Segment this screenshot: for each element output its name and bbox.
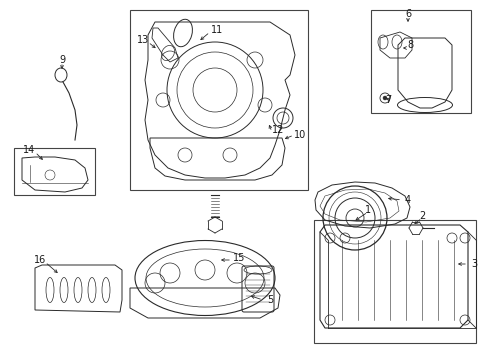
Text: 8: 8 [406,40,412,50]
Text: 11: 11 [211,25,223,35]
Text: 6: 6 [404,9,410,19]
Text: 16: 16 [34,255,46,265]
Text: 3: 3 [470,259,476,269]
Circle shape [382,96,386,100]
Text: 15: 15 [232,253,245,263]
Text: 5: 5 [266,295,272,305]
Bar [313,220,475,343]
Text: 2: 2 [418,211,424,221]
Bar [370,10,470,113]
Text: 10: 10 [293,130,305,140]
Text: 4: 4 [404,195,410,205]
Bar [130,10,307,190]
Text: 12: 12 [271,125,284,135]
Text: 1: 1 [364,205,370,215]
Text: 14: 14 [23,145,35,155]
Text: 13: 13 [136,35,149,45]
Text: 7: 7 [384,95,390,105]
Text: 9: 9 [59,55,65,65]
Bar [14,148,95,195]
